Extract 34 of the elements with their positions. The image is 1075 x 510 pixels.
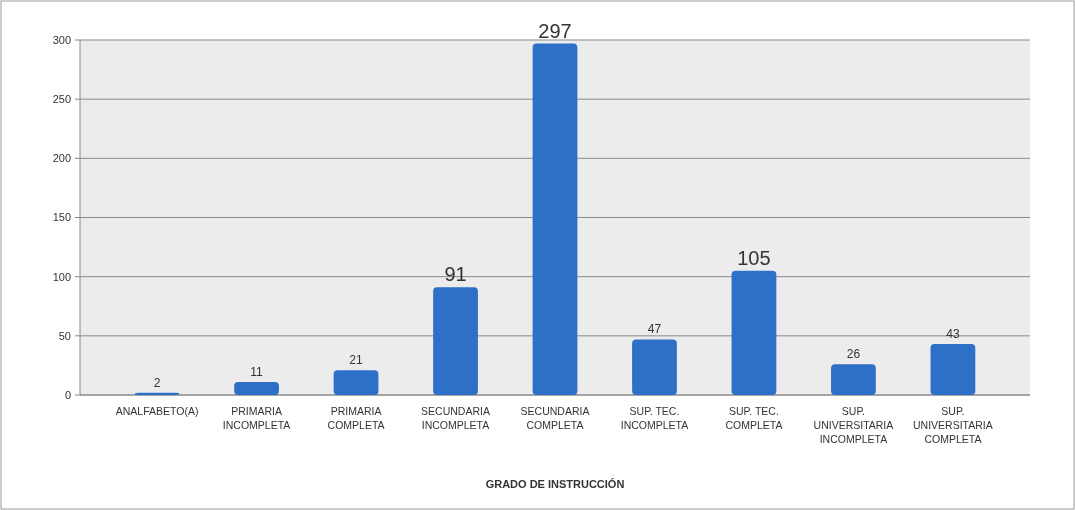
x-tick-label: ANALFABETO(A) (115, 405, 199, 417)
data-label: 91 (444, 263, 467, 286)
data-label: 21 (349, 353, 364, 368)
y-tick-label: 50 (58, 329, 71, 342)
bar (234, 381, 279, 395)
data-label: 26 (846, 347, 861, 362)
y-tick-label: 250 (52, 93, 71, 106)
x-tick-label: SUP. UNIVERSITARIA INCOMPLETA (813, 405, 894, 445)
x-tick-label: SUP. TEC. COMPLETA (725, 405, 783, 431)
x-tick-label: SUP. TEC. INCOMPLETA (620, 405, 689, 431)
bar (831, 364, 876, 395)
data-label: 47 (647, 322, 662, 337)
bar (731, 270, 777, 395)
y-tick-label: 0 (64, 388, 71, 401)
bar (632, 339, 677, 395)
x-tick-label: SECUNDARIA INCOMPLETA (421, 405, 490, 431)
data-label: 297 (538, 19, 572, 42)
y-tick-label: 150 (52, 211, 71, 224)
data-label: 43 (946, 327, 960, 342)
y-tick-label: 200 (52, 152, 71, 165)
x-tick-label: SECUNDARIA COMPLETA (520, 405, 590, 431)
data-label: 105 (737, 246, 771, 269)
data-label: 2 (153, 375, 161, 390)
bar (433, 287, 478, 395)
y-tick-label: 100 (52, 270, 71, 283)
x-axis-title: GRADO DE INSTRUCCIÓN (485, 478, 625, 490)
data-label: 11 (250, 364, 264, 379)
y-tick-label: 300 (52, 33, 71, 46)
bar (930, 344, 976, 395)
x-tick-label: PRIMARIA INCOMPLETA (222, 405, 291, 431)
x-tick-label: SUP. UNIVERSITARIA COMPLETA (913, 405, 993, 445)
bar (333, 370, 379, 395)
x-tick-label: PRIMARIA COMPLETA (327, 405, 385, 431)
bar (532, 43, 578, 395)
